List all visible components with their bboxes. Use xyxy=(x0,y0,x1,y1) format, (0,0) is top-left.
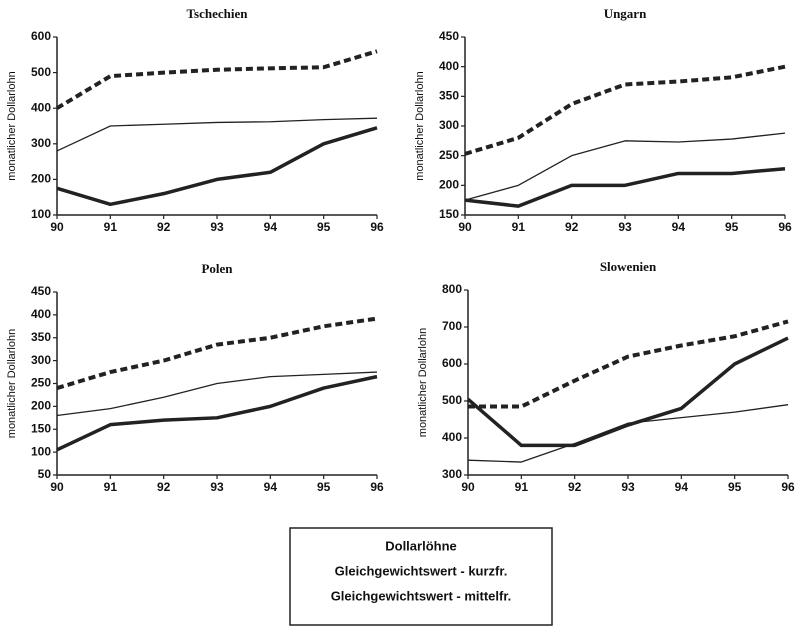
x-tick-label: 90 xyxy=(461,480,475,494)
x-tick-label: 95 xyxy=(725,220,739,234)
y-tick-label: 200 xyxy=(439,178,459,192)
y-tick-label: 100 xyxy=(31,207,51,221)
x-tick-label: 93 xyxy=(621,480,635,494)
x-tick-label: 91 xyxy=(104,220,118,234)
y-tick-label: 700 xyxy=(442,319,462,333)
x-tick-label: 92 xyxy=(568,480,582,494)
x-tick-label: 91 xyxy=(104,480,118,494)
chart-title: Ungarn xyxy=(604,6,647,21)
series-line xyxy=(55,49,378,110)
series-line xyxy=(56,126,378,207)
x-tick-label: 91 xyxy=(515,480,529,494)
y-tick-label: 500 xyxy=(442,393,462,407)
x-tick-label: 93 xyxy=(210,480,224,494)
y-axis-label: monatlicher Dollarlohn xyxy=(417,328,429,437)
x-tick-label: 96 xyxy=(370,480,384,494)
y-tick-label: 250 xyxy=(31,376,51,390)
legend-box xyxy=(289,527,553,626)
y-tick-label: 350 xyxy=(439,89,459,103)
y-tick-label: 400 xyxy=(439,59,459,73)
legend-entry: Gleichgewichtswert - mittelfr. xyxy=(331,588,512,603)
y-tick-label: 600 xyxy=(442,356,462,370)
series-line xyxy=(56,316,378,390)
y-tick-label: 50 xyxy=(38,467,52,481)
x-tick-label: 96 xyxy=(781,480,795,494)
y-tick-label: 250 xyxy=(439,148,459,162)
x-tick-label: 95 xyxy=(728,480,742,494)
y-axis-label: monatlicher Dollarlohn xyxy=(6,71,18,180)
series-line xyxy=(56,371,378,417)
x-tick-label: 94 xyxy=(672,220,686,234)
x-tick-label: 91 xyxy=(512,220,526,234)
y-tick-label: 100 xyxy=(31,444,51,458)
y-tick-label: 200 xyxy=(31,172,51,186)
y-tick-label: 300 xyxy=(439,118,459,132)
y-tick-label: 500 xyxy=(31,65,51,79)
series-line xyxy=(466,336,789,448)
x-tick-label: 93 xyxy=(618,220,632,234)
x-tick-label: 94 xyxy=(675,480,689,494)
y-tick-label: 400 xyxy=(31,100,51,114)
chart-title: Polen xyxy=(201,261,233,276)
legend-entry: Gleichgewichtswert - kurzfr. xyxy=(335,563,508,578)
y-axis-label: monatlicher Dollarlohn xyxy=(6,329,18,438)
y-tick-label: 400 xyxy=(442,430,462,444)
x-tick-label: 96 xyxy=(370,220,384,234)
x-tick-label: 92 xyxy=(157,480,171,494)
y-tick-label: 300 xyxy=(31,353,51,367)
y-tick-label: 150 xyxy=(31,421,51,435)
x-tick-label: 90 xyxy=(50,480,64,494)
series-line xyxy=(56,117,378,152)
series-line xyxy=(467,404,789,463)
x-tick-label: 90 xyxy=(458,220,472,234)
x-tick-label: 92 xyxy=(565,220,579,234)
series-line xyxy=(464,166,786,208)
y-tick-label: 150 xyxy=(439,207,459,221)
series-line xyxy=(468,319,789,409)
x-tick-label: 94 xyxy=(264,480,278,494)
y-tick-label: 300 xyxy=(442,467,462,481)
y-tick-label: 600 xyxy=(31,29,51,43)
y-tick-label: 450 xyxy=(31,284,51,298)
x-tick-label: 90 xyxy=(50,220,64,234)
y-axis-label: monatlicher Dollarlohn xyxy=(414,71,426,180)
y-tick-label: 800 xyxy=(442,282,462,296)
x-tick-label: 95 xyxy=(317,220,331,234)
x-tick-label: 94 xyxy=(264,220,278,234)
x-tick-label: 93 xyxy=(210,220,224,234)
y-tick-label: 300 xyxy=(31,136,51,150)
series-line xyxy=(464,64,786,156)
legend-entry: Dollarlöhne xyxy=(385,538,457,553)
chart-title: Slowenien xyxy=(600,259,657,274)
y-tick-label: 450 xyxy=(439,29,459,43)
y-tick-label: 350 xyxy=(31,330,51,344)
x-tick-label: 95 xyxy=(317,480,331,494)
y-tick-label: 400 xyxy=(31,307,51,321)
series-line xyxy=(56,374,378,452)
x-tick-label: 92 xyxy=(157,220,171,234)
series-line xyxy=(464,132,786,201)
x-tick-label: 96 xyxy=(778,220,792,234)
chart-title: Tschechien xyxy=(187,6,249,21)
y-tick-label: 200 xyxy=(31,399,51,413)
